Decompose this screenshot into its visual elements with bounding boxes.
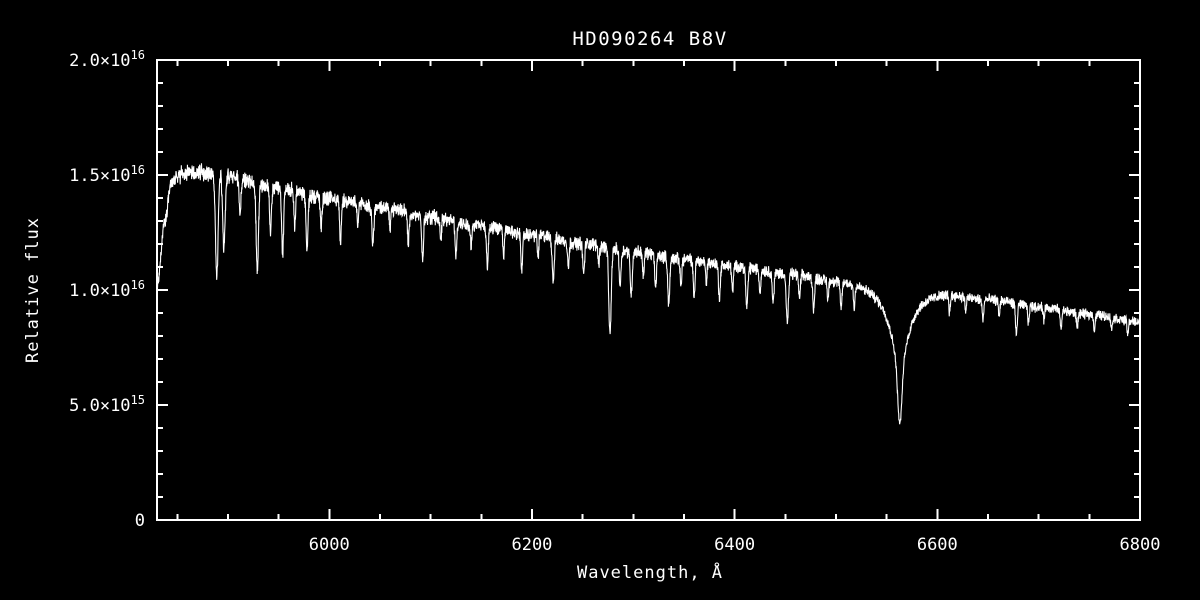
x-tick-label: 6200 bbox=[511, 535, 552, 555]
y-axis-ticks bbox=[157, 59, 1140, 521]
spectrum-trace bbox=[156, 163, 1141, 425]
y-axis-title: Relative flux bbox=[23, 217, 43, 363]
y-tick-label: 2.0×1016 bbox=[69, 48, 145, 71]
spectrum-data-layer bbox=[156, 163, 1141, 425]
y-axis-tick-labels: 0 5.0×1015 1.0×1016 1.5×1016 2.0×1016 bbox=[69, 48, 145, 531]
x-tick-label: 6000 bbox=[309, 535, 350, 555]
x-tick-label: 6800 bbox=[1120, 535, 1161, 555]
y-tick-label: 1.5×1016 bbox=[69, 163, 145, 186]
y-tick-label: 0 bbox=[135, 511, 145, 531]
x-axis-ticks bbox=[176, 60, 1141, 520]
y-tick-label: 5.0×1015 bbox=[69, 393, 145, 416]
x-tick-label: 6600 bbox=[917, 535, 958, 555]
y-tick-label: 1.0×1016 bbox=[69, 278, 145, 301]
x-tick-label: 6400 bbox=[714, 535, 755, 555]
x-axis-tick-labels: 6000 6200 6400 6600 6800 bbox=[309, 535, 1161, 555]
x-axis-title: Wavelength, Å bbox=[577, 561, 723, 583]
page-title: HD090264 B8V bbox=[572, 28, 727, 50]
